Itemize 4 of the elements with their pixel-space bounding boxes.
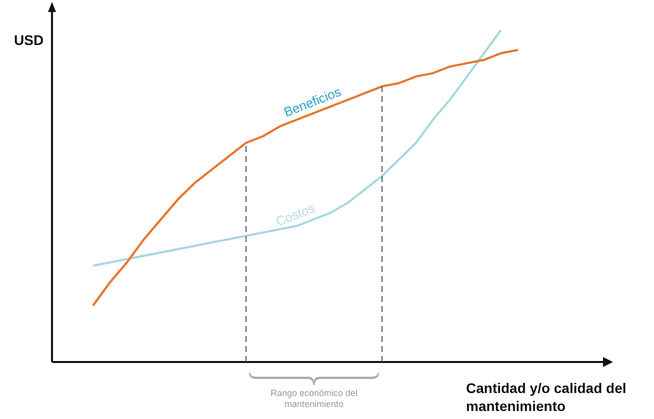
text: Rango económico del mantenimiento [269, 388, 359, 410]
text: Costos [274, 200, 318, 230]
y-axis-title: USD [14, 32, 44, 48]
x-axis-title: Cantidad y/o calidad del mantenimiento [466, 379, 628, 415]
